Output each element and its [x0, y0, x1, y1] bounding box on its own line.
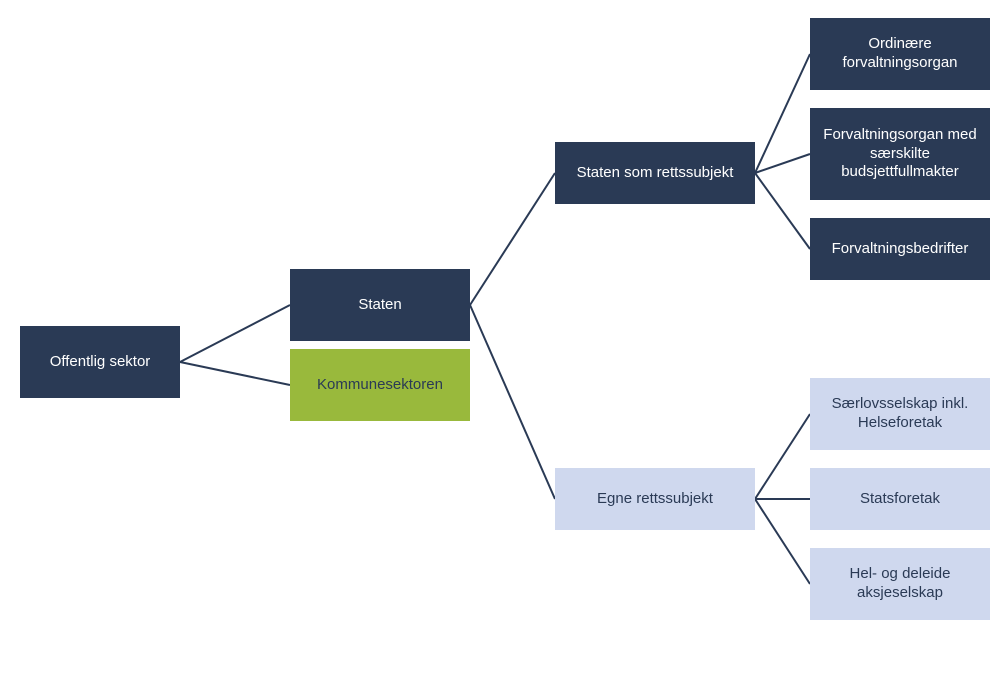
node-label: Offentlig sektor	[50, 353, 151, 372]
edge-staten-to-egneretts	[470, 305, 555, 499]
node-statsfor: Statsforetak	[810, 468, 990, 530]
edge-statretts-to-ordin	[755, 54, 810, 173]
node-label: Forvaltningsorgan med særskilte budsjett…	[820, 126, 980, 182]
node-label: Forvaltningsbedrifter	[832, 240, 969, 259]
node-egneretts: Egne rettssubjekt	[555, 468, 755, 530]
node-saerskilt: Forvaltningsorgan med særskilte budsjett…	[810, 108, 990, 200]
edge-offentlig-to-kommune	[180, 362, 290, 385]
edge-egneretts-to-heldel	[755, 499, 810, 584]
edge-statretts-to-saerskilt	[755, 154, 810, 173]
node-label: Kommunesektoren	[317, 376, 443, 395]
node-forvbedr: Forvaltningsbedrifter	[810, 218, 990, 280]
node-statretts: Staten som rettssubjekt	[555, 142, 755, 204]
edge-statretts-to-forvbedr	[755, 173, 810, 249]
edge-egneretts-to-saerlov	[755, 414, 810, 499]
node-label: Særlovsselskap inkl. Helseforetak	[820, 395, 980, 433]
node-staten: Staten	[290, 269, 470, 341]
node-label: Egne rettssubjekt	[597, 490, 713, 509]
node-heldel: Hel- og deleide aksjeselskap	[810, 548, 990, 620]
node-ordin: Ordinære forvaltningsorgan	[810, 18, 990, 90]
node-label: Staten som rettssubjekt	[577, 164, 734, 183]
node-saerlov: Særlovsselskap inkl. Helseforetak	[810, 378, 990, 450]
node-label: Hel- og deleide aksjeselskap	[820, 565, 980, 603]
node-label: Staten	[358, 296, 401, 315]
node-label: Statsforetak	[860, 490, 940, 509]
node-label: Ordinære forvaltningsorgan	[820, 35, 980, 73]
node-kommune: Kommunesektoren	[290, 349, 470, 421]
node-offentlig: Offentlig sektor	[20, 326, 180, 398]
edge-offentlig-to-staten	[180, 305, 290, 362]
edge-staten-to-statretts	[470, 173, 555, 305]
